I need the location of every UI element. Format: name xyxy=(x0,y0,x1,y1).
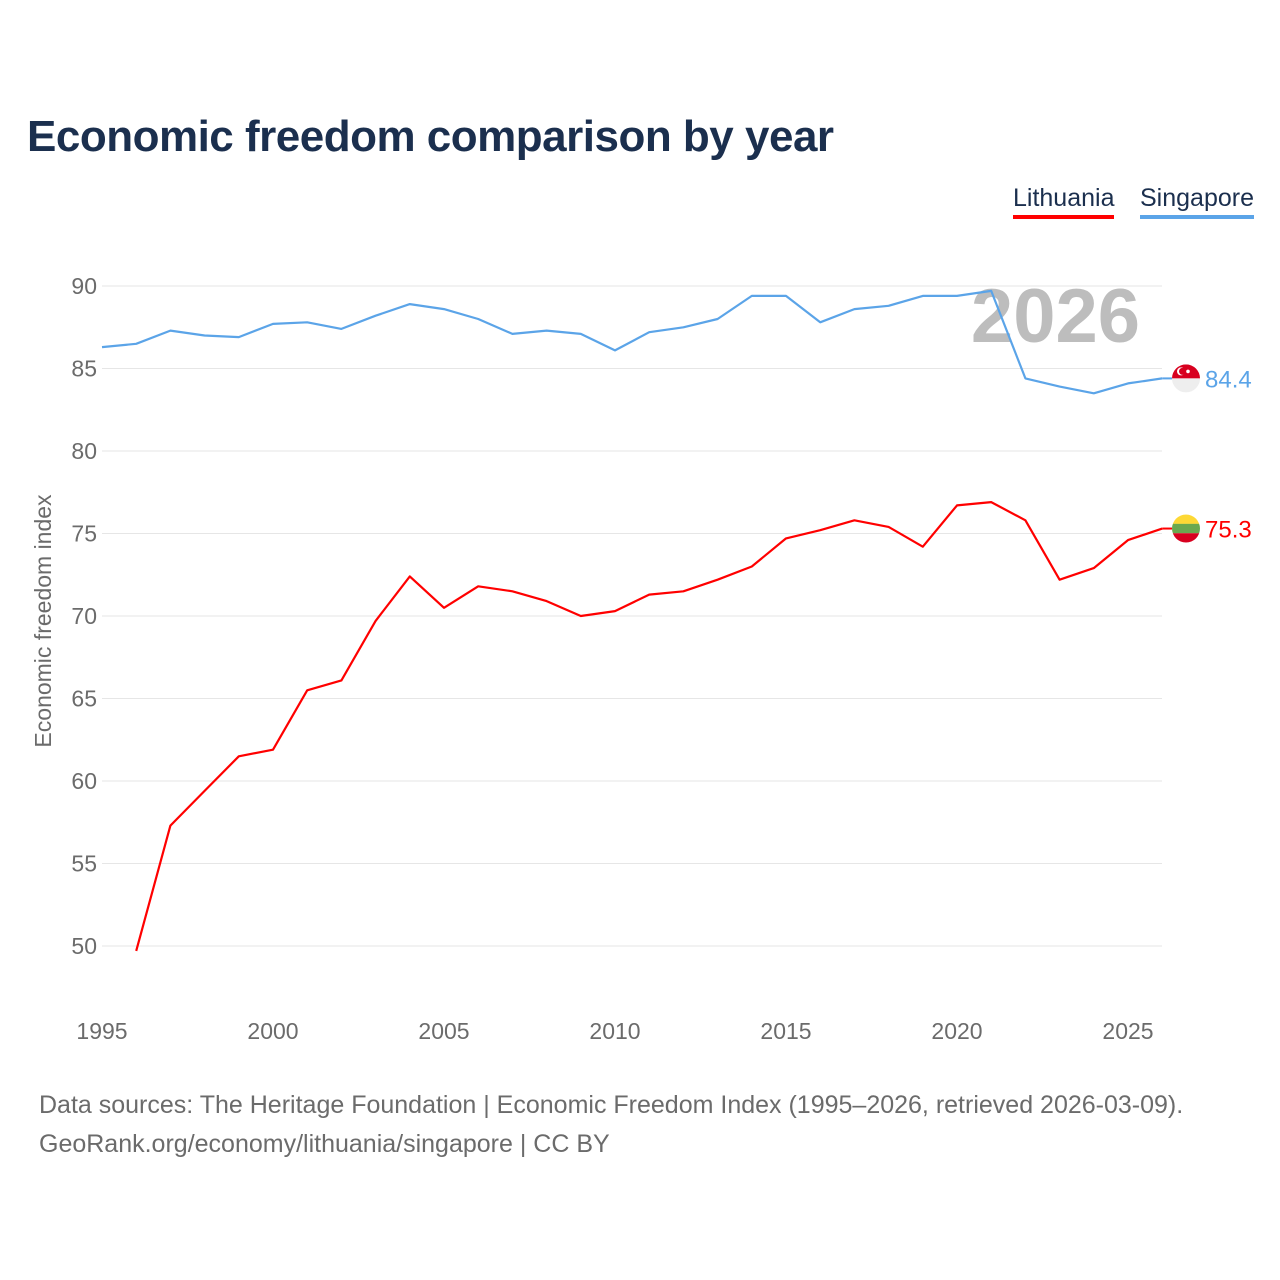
data-point[interactable] xyxy=(886,303,892,309)
data-point[interactable] xyxy=(270,747,276,753)
data-point[interactable] xyxy=(475,583,481,589)
data-point[interactable] xyxy=(851,306,857,312)
data-point[interactable] xyxy=(1091,390,1097,396)
source-line-1: Data sources: The Heritage Foundation | … xyxy=(39,1091,1184,1119)
data-point[interactable] xyxy=(441,605,447,611)
singapore-flag-icon xyxy=(1172,364,1200,393)
data-point[interactable] xyxy=(749,564,755,570)
data-point[interactable] xyxy=(407,573,413,579)
data-point[interactable] xyxy=(783,535,789,541)
x-tick-label: 2010 xyxy=(589,1018,640,1044)
x-tick-label: 1995 xyxy=(76,1018,127,1044)
data-point[interactable] xyxy=(715,577,721,583)
data-point[interactable] xyxy=(167,328,173,334)
data-point[interactable] xyxy=(407,301,413,307)
data-point[interactable] xyxy=(749,293,755,299)
data-point[interactable] xyxy=(338,326,344,332)
data-point[interactable] xyxy=(475,316,481,322)
data-point[interactable] xyxy=(99,344,105,350)
series-line-singapore xyxy=(101,289,1163,395)
end-value-label-singapore: 84.4 xyxy=(1205,366,1252,393)
data-point[interactable] xyxy=(544,328,550,334)
data-point[interactable] xyxy=(851,517,857,523)
data-point[interactable] xyxy=(817,319,823,325)
x-tick-label: 2000 xyxy=(247,1018,298,1044)
data-point[interactable] xyxy=(680,324,686,330)
data-point[interactable] xyxy=(646,592,652,598)
data-point[interactable] xyxy=(612,608,618,614)
data-point[interactable] xyxy=(612,347,618,353)
data-point[interactable] xyxy=(236,334,242,340)
source-note: Data sources: The Heritage Foundation | … xyxy=(39,1086,1183,1164)
data-point[interactable] xyxy=(920,544,926,550)
x-tick-label: 2025 xyxy=(1102,1018,1153,1044)
source-line-2[interactable]: GeoRank.org/economy/lithuania/singapore … xyxy=(39,1130,610,1158)
chart-title: Economic freedom comparison by year xyxy=(27,112,834,161)
data-point[interactable] xyxy=(202,788,208,794)
data-point[interactable] xyxy=(680,588,686,594)
series-line-lithuania xyxy=(135,501,1163,952)
data-point[interactable] xyxy=(304,687,310,693)
data-point[interactable] xyxy=(544,598,550,604)
x-tick-label: 2015 xyxy=(760,1018,811,1044)
data-point[interactable] xyxy=(1091,565,1097,571)
data-point[interactable] xyxy=(373,313,379,319)
data-point[interactable] xyxy=(954,293,960,299)
data-point[interactable] xyxy=(509,331,515,337)
data-point[interactable] xyxy=(1022,517,1028,523)
data-point[interactable] xyxy=(133,948,139,954)
data-point[interactable] xyxy=(1125,537,1131,543)
data-point[interactable] xyxy=(373,618,379,624)
legend-item-lithuania[interactable]: Lithuania xyxy=(1013,184,1115,219)
data-point[interactable] xyxy=(817,527,823,533)
data-point[interactable] xyxy=(988,288,994,294)
y-tick-label: 55 xyxy=(71,851,97,877)
data-point[interactable] xyxy=(1057,577,1063,583)
data-point[interactable] xyxy=(167,823,173,829)
x-tick-label: 2020 xyxy=(931,1018,982,1044)
y-tick-label: 90 xyxy=(71,273,97,299)
y-tick-label: 80 xyxy=(71,438,97,464)
data-point[interactable] xyxy=(954,502,960,508)
data-point[interactable] xyxy=(646,329,652,335)
data-point[interactable] xyxy=(304,319,310,325)
y-tick-label: 85 xyxy=(71,356,97,382)
data-point[interactable] xyxy=(133,341,139,347)
y-tick-label: 75 xyxy=(71,521,97,547)
x-tick-label: 2005 xyxy=(418,1018,469,1044)
data-point[interactable] xyxy=(441,306,447,312)
y-tick-label: 65 xyxy=(71,686,97,712)
data-point[interactable] xyxy=(509,588,515,594)
data-point[interactable] xyxy=(886,524,892,530)
lithuania-flag-icon xyxy=(1172,514,1200,543)
data-point[interactable] xyxy=(715,316,721,322)
data-point[interactable] xyxy=(1057,384,1063,390)
data-point[interactable] xyxy=(236,753,242,759)
data-point[interactable] xyxy=(270,321,276,327)
data-point[interactable] xyxy=(202,333,208,339)
y-tick-label: 50 xyxy=(71,933,97,959)
year-watermark: 2026 xyxy=(971,274,1140,359)
end-value-label-lithuania: 75.3 xyxy=(1205,517,1252,544)
data-point[interactable] xyxy=(1125,380,1131,386)
data-point[interactable] xyxy=(338,677,344,683)
data-point[interactable] xyxy=(578,331,584,337)
data-point[interactable] xyxy=(1022,375,1028,381)
y-tick-label: 70 xyxy=(71,603,97,629)
y-tick-label: 60 xyxy=(71,768,97,794)
data-point[interactable] xyxy=(578,613,584,619)
y-axis-label: Economic freedom index xyxy=(30,494,56,748)
data-point[interactable] xyxy=(783,293,789,299)
data-point[interactable] xyxy=(920,293,926,299)
data-point[interactable] xyxy=(988,499,994,505)
legend-item-singapore[interactable]: Singapore xyxy=(1140,184,1254,219)
